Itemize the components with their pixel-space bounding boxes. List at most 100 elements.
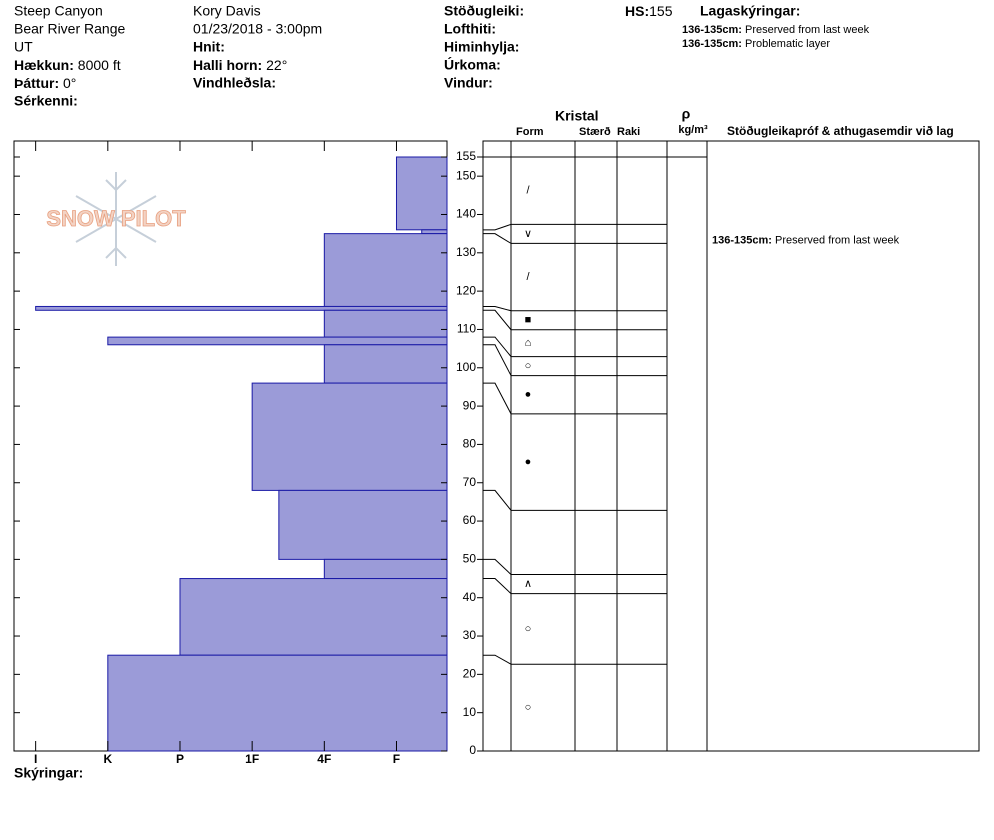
coords-label: Hnit: — [193, 39, 225, 55]
y-tick-label: 60 — [463, 513, 477, 527]
range: Bear River Range — [14, 21, 125, 37]
layer-comment: 136-135cm: Preserved from last week — [712, 234, 900, 246]
snowflake-logo — [75, 172, 157, 266]
state: UT — [14, 39, 33, 55]
x-tick-label: 1F — [245, 752, 259, 766]
moisture-header: Raki — [617, 126, 640, 138]
label: Halli horn: — [193, 57, 262, 73]
y-tick-label: 10 — [463, 705, 477, 719]
wind-label: Vindur: — [444, 75, 493, 91]
note-text: Problematic layer — [745, 38, 830, 50]
grain-form: ⌂ — [525, 337, 532, 349]
row-connector — [483, 344, 512, 376]
grain-form: ∧ — [524, 578, 532, 590]
crystal-header: Kristal — [555, 108, 599, 124]
note-range: 136-135cm: — [682, 24, 742, 36]
y-tick-label: 155 — [456, 149, 476, 163]
label: Hækkun: — [14, 57, 74, 73]
density-symbol: ρ — [682, 106, 691, 122]
size-header: Stærð — [579, 126, 611, 138]
value: 155 — [649, 3, 673, 19]
y-tick-label: 0 — [469, 743, 476, 757]
grain-form: / — [526, 185, 530, 197]
y-tick-label: 70 — [463, 475, 477, 489]
wind-loading-label: Vindhleðsla: — [193, 75, 276, 91]
grain-form: / — [526, 271, 530, 283]
table-columns — [510, 141, 708, 751]
elevation: Hækkun: 8000 ft — [14, 57, 121, 73]
row-connector — [483, 336, 512, 357]
y-tick-label: 50 — [463, 552, 477, 566]
comment-text: Preserved from last week — [775, 234, 900, 246]
hardness-bar — [107, 336, 448, 346]
row-connector — [483, 233, 512, 244]
grain-form: ∨ — [524, 228, 532, 240]
row-connector — [483, 309, 512, 331]
y-tick-label: 40 — [463, 590, 477, 604]
grain-form: ● — [525, 389, 532, 401]
hardness-bar — [278, 489, 448, 560]
tests-header: Stöðugleikapróf & athugasemdir við lag — [727, 124, 954, 138]
y-tick-label: 110 — [457, 322, 476, 336]
y-tick-label: 130 — [456, 245, 476, 259]
row-connector — [483, 382, 512, 415]
row-connector — [483, 223, 512, 231]
layer-note: 136-135cm: Preserved from last week — [682, 24, 870, 36]
notes-label: Skýringar: — [14, 765, 83, 781]
grain-form: ○ — [525, 360, 532, 372]
slope: Halli horn: 22° — [193, 57, 287, 73]
precip-label: Úrkoma: — [444, 56, 501, 73]
row-connector — [483, 489, 512, 511]
density-unit: kg/m³ — [678, 124, 708, 136]
y-tick-label: 140 — [456, 207, 476, 221]
hardness-bar — [35, 305, 448, 311]
form-header: Form — [516, 126, 544, 138]
hardness-bar — [251, 382, 448, 491]
hardness-bar — [179, 578, 448, 656]
hs: HS:155 — [625, 3, 673, 19]
y-tick-label: 30 — [463, 628, 477, 642]
x-tick-label: P — [176, 752, 184, 766]
site: Steep Canyon — [14, 3, 103, 19]
x-tick-label: 4F — [317, 752, 331, 766]
x-tick-label: F — [393, 752, 400, 766]
hardness-bar — [107, 654, 448, 752]
y-tick-label: 80 — [463, 437, 477, 451]
y-tick-label: 90 — [463, 398, 477, 412]
datetime: 01/23/2018 - 3:00pm — [193, 21, 322, 37]
y-tick-label: 100 — [456, 360, 476, 374]
layer-notes-title: Lagaskýringar: — [700, 3, 800, 19]
features-label: Sérkenni: — [14, 93, 78, 109]
air-temp-label: Lofthiti: — [444, 21, 496, 37]
x-tick-label: I — [34, 752, 37, 766]
y-tick-label: 120 — [456, 283, 476, 297]
y-tick-label: 150 — [456, 168, 476, 182]
label: HS: — [625, 3, 649, 19]
value: 8000 ft — [78, 57, 121, 73]
value: 0° — [63, 75, 76, 91]
table-frame — [482, 140, 980, 752]
x-tick-label: K — [103, 752, 112, 766]
hardness-bar — [421, 229, 448, 235]
sky-label: Himinhylja: — [444, 39, 519, 55]
hardness-bar — [395, 156, 448, 231]
logo: SNOW PILOT — [46, 206, 186, 231]
observer: Kory Davis — [193, 3, 261, 19]
grain-form: ○ — [525, 623, 532, 635]
value: 22° — [266, 57, 287, 73]
hardness-bar — [323, 344, 448, 384]
stability-label: Stöðugleiki: — [444, 3, 524, 19]
hardness-bar — [323, 233, 448, 307]
hardness-bar — [323, 309, 448, 338]
row-connector — [483, 578, 512, 594]
layer-note: 136-135cm: Problematic layer — [682, 38, 830, 50]
y-tick-label: 20 — [463, 667, 477, 681]
label: Þáttur: — [14, 75, 59, 91]
row-connector — [483, 558, 512, 575]
note-range: 136-135cm: — [682, 38, 742, 50]
comment-range: 136-135cm: — [712, 234, 772, 246]
hardness-bar — [323, 558, 448, 580]
row-connector — [483, 654, 512, 665]
